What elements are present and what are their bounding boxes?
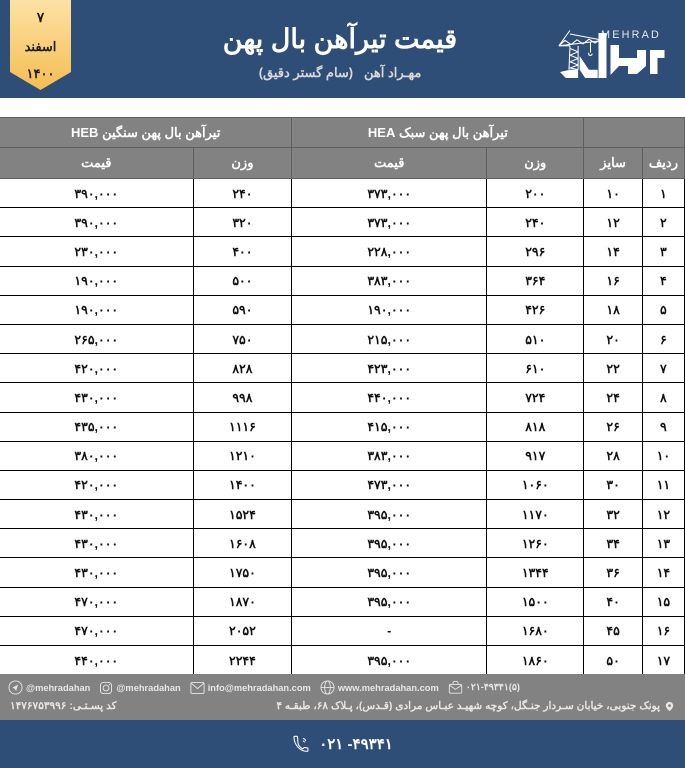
svg-text:MEHRAD: MEHRAD [601,29,661,41]
